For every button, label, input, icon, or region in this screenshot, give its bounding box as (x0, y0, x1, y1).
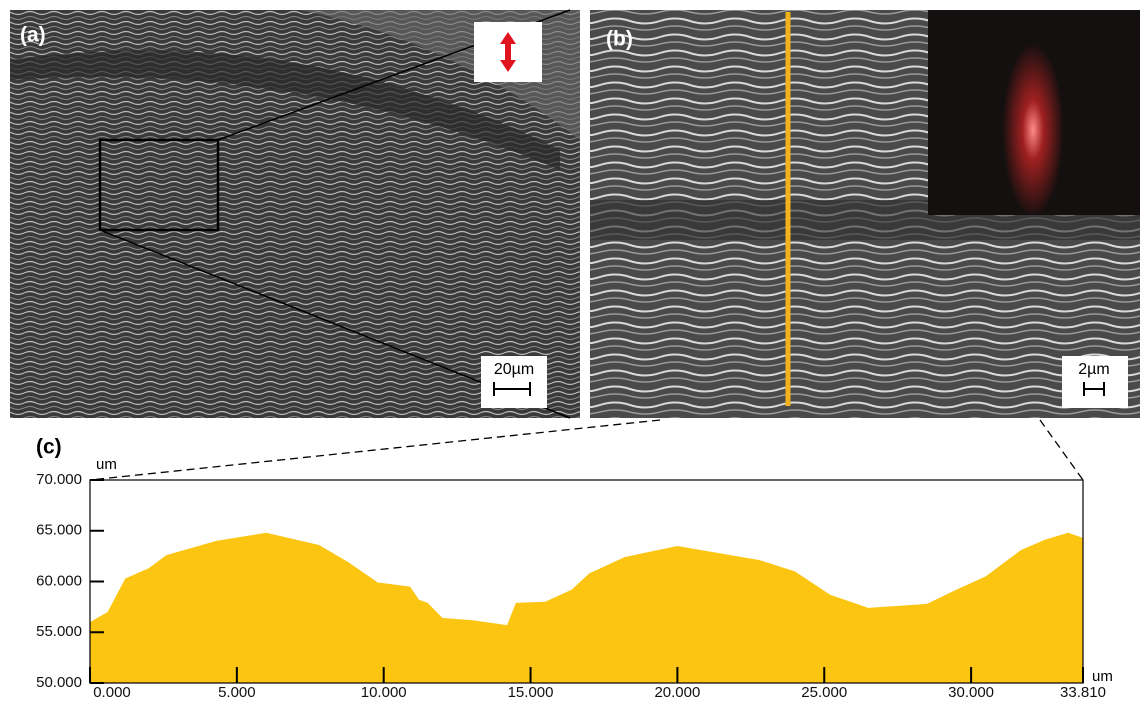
zoom-box (98, 138, 220, 232)
connector (1039, 419, 1084, 481)
scale-bar (493, 382, 531, 396)
scale-bar (1083, 382, 1105, 396)
x-tick-label: 30.000 (948, 684, 994, 701)
direction-arrow (500, 32, 516, 72)
texture-band (10, 50, 560, 170)
x-tick-label: 10.000 (361, 684, 407, 701)
y-tick-label: 70.000 (36, 471, 82, 488)
panel-label: (a) (20, 24, 46, 47)
x-tick-label: 33.810 (1060, 684, 1106, 701)
y-tick-label: 55.000 (36, 623, 82, 640)
x-tick-label: 0.000 (93, 684, 131, 701)
scale-box (481, 356, 547, 408)
fft-pattern (1003, 45, 1063, 215)
x-unit: um (1092, 668, 1113, 685)
x-tick-label: 20.000 (654, 684, 700, 701)
scale-label: 2µm (1078, 361, 1109, 378)
x-tick-label: 15.000 (508, 684, 554, 701)
x-tick-label: 5.000 (218, 684, 256, 701)
y-tick-label: 60.000 (36, 572, 82, 589)
scale-box (1062, 356, 1128, 408)
y-unit: um (96, 456, 117, 473)
panel-label: (b) (606, 28, 633, 51)
y-tick-label: 50.000 (36, 674, 82, 691)
y-tick-label: 65.000 (36, 522, 82, 539)
scale-label: 20µm (494, 361, 534, 378)
x-tick-label: 25.000 (801, 684, 847, 701)
connector (89, 419, 661, 481)
profile-area (90, 532, 1083, 683)
panel-label: (c) (36, 436, 62, 459)
plot: 50.000 55.000 60.000 65.000 70.000 0.000 5.000… (36, 471, 1106, 701)
